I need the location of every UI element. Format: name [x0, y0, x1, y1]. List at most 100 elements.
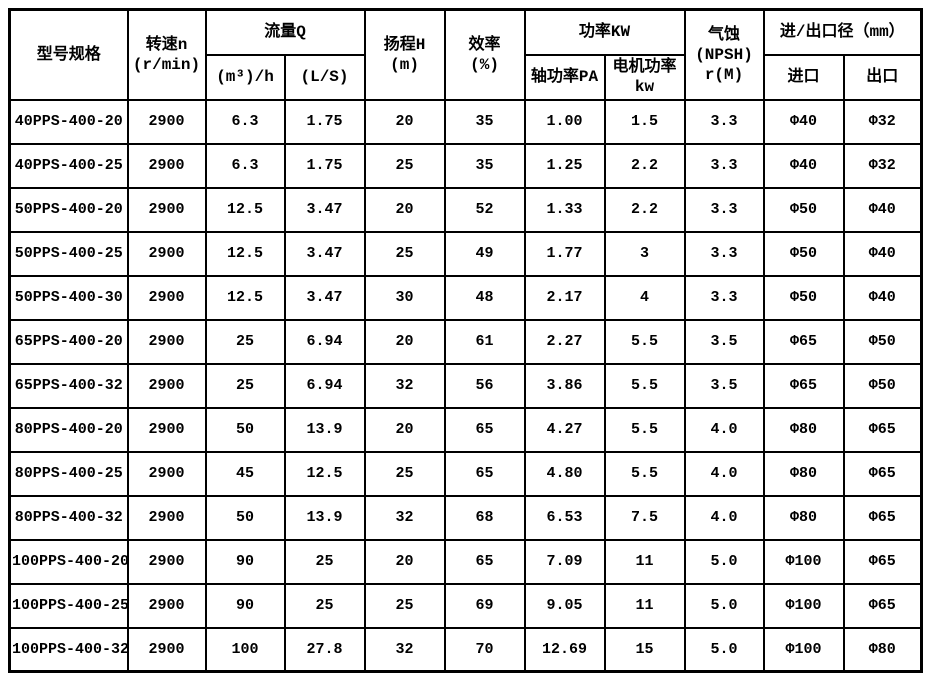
header-npsh-line1: 气蚀	[708, 25, 741, 44]
cell-model: 80PPS-400-25	[8, 450, 129, 497]
header-row-sub: (m³)/h (L/S) 轴功率PA 电机功率 kw 进口 出口	[10, 53, 923, 101]
cell-shaft-power: 1.00	[523, 98, 606, 145]
cell-flow-m3h: 90	[204, 538, 286, 585]
cell-npsh: 4.0	[683, 406, 765, 453]
cell-flow-ls: 25	[283, 582, 366, 629]
cell-inlet: Φ80	[762, 494, 845, 541]
cell-npsh: 3.3	[683, 186, 765, 233]
header-flow: 流量Q	[204, 8, 366, 56]
header-npsh: 气蚀 (NPSH) r(M)	[683, 8, 765, 101]
cell-speed: 2900	[126, 186, 207, 233]
table-row: 80PPS-400-25 2900 45 12.5 25 65 4.80 5.5 4.0 Φ80 Φ…	[8, 450, 923, 497]
header-flow-ls: (L/S)	[283, 53, 366, 101]
cell-flow-ls: 6.94	[283, 318, 366, 365]
header-power: 功率KW	[523, 8, 686, 56]
cell-efficiency: 70	[443, 626, 526, 673]
cell-model: 65PPS-400-20	[8, 318, 129, 365]
cell-motor-power: 1.5	[603, 98, 686, 145]
cell-flow-m3h: 90	[204, 582, 286, 629]
cell-npsh: 3.3	[683, 98, 765, 145]
table-row: 50PPS-400-20 2900 12.5 3.47 20 52 1.33 2.2 3.3 Φ5…	[8, 186, 923, 233]
cell-speed: 2900	[126, 318, 207, 365]
cell-motor-power: 2.2	[603, 142, 686, 189]
cell-flow-m3h: 50	[204, 406, 286, 453]
cell-inlet: Φ40	[762, 142, 845, 189]
cell-flow-m3h: 6.3	[204, 98, 286, 145]
cell-outlet: Φ65	[842, 450, 923, 497]
cell-head: 25	[363, 582, 446, 629]
cell-npsh: 3.5	[683, 318, 765, 365]
cell-efficiency: 65	[443, 406, 526, 453]
table-row: 100PPS-400-32 2900 100 27.8 32 70 12.69 15 5.0 Φ1…	[8, 626, 923, 673]
table-row: 80PPS-400-20 2900 50 13.9 20 65 4.27 5.5 4.0 Φ80 Φ…	[8, 406, 923, 453]
cell-speed: 2900	[126, 142, 207, 189]
cell-inlet: Φ65	[762, 362, 845, 409]
cell-motor-power: 3	[603, 230, 686, 277]
cell-motor-power: 5.5	[603, 318, 686, 365]
cell-efficiency: 49	[443, 230, 526, 277]
header-efficiency-label: 效率	[468, 35, 501, 54]
cell-motor-power: 2.2	[603, 186, 686, 233]
table-row: 65PPS-400-20 2900 25 6.94 20 61 2.27 5.5 3.5 Φ65 Φ…	[8, 318, 923, 365]
table-row: 40PPS-400-20 2900 6.3 1.75 20 35 1.00 1.5 3.3 Φ40…	[8, 98, 923, 145]
header-npsh-line3: r(M)	[704, 65, 744, 84]
header-shaft-power: 轴功率PA	[523, 53, 606, 101]
cell-speed: 2900	[126, 98, 207, 145]
cell-npsh: 5.0	[683, 538, 765, 585]
cell-shaft-power: 12.69	[523, 626, 606, 673]
header-motor-power-label: 电机功率	[612, 58, 677, 76]
cell-motor-power: 5.5	[603, 406, 686, 453]
cell-efficiency: 65	[443, 450, 526, 497]
cell-flow-ls: 1.75	[283, 142, 366, 189]
cell-outlet: Φ40	[842, 274, 923, 321]
cell-inlet: Φ50	[762, 274, 845, 321]
cell-flow-m3h: 45	[204, 450, 286, 497]
cell-head: 25	[363, 450, 446, 497]
cell-head: 20	[363, 406, 446, 453]
cell-model: 100PPS-400-32	[8, 626, 129, 673]
cell-speed: 2900	[126, 230, 207, 277]
cell-outlet: Φ32	[842, 98, 923, 145]
cell-outlet: Φ65	[842, 582, 923, 629]
table-row: 50PPS-400-25 2900 12.5 3.47 25 49 1.77 3 3.3 Φ50 Φ…	[8, 230, 923, 277]
cell-inlet: Φ100	[762, 538, 845, 585]
cell-npsh: 5.0	[683, 582, 765, 629]
cell-efficiency: 65	[443, 538, 526, 585]
cell-flow-m3h: 12.5	[204, 186, 286, 233]
cell-outlet: Φ80	[842, 626, 923, 673]
cell-npsh: 5.0	[683, 626, 765, 673]
cell-flow-ls: 6.94	[283, 362, 366, 409]
cell-outlet: Φ65	[842, 494, 923, 541]
cell-flow-ls: 27.8	[283, 626, 366, 673]
cell-model: 80PPS-400-32	[8, 494, 129, 541]
cell-flow-ls: 13.9	[283, 406, 366, 453]
header-motor-power: 电机功率 kw	[603, 53, 686, 101]
cell-flow-m3h: 6.3	[204, 142, 286, 189]
cell-head: 20	[363, 98, 446, 145]
cell-shaft-power: 7.09	[523, 538, 606, 585]
header-ports: 进/出口径（mm）	[762, 8, 923, 56]
cell-efficiency: 35	[443, 98, 526, 145]
cell-inlet: Φ100	[762, 626, 845, 673]
cell-motor-power: 15	[603, 626, 686, 673]
cell-head: 20	[363, 318, 446, 365]
cell-flow-m3h: 25	[204, 362, 286, 409]
cell-motor-power: 5.5	[603, 450, 686, 497]
header-outlet: 出口	[842, 53, 923, 101]
cell-shaft-power: 1.33	[523, 186, 606, 233]
cell-model: 100PPS-400-25	[8, 582, 129, 629]
cell-outlet: Φ32	[842, 142, 923, 189]
cell-inlet: Φ50	[762, 230, 845, 277]
cell-npsh: 3.3	[683, 230, 765, 277]
cell-shaft-power: 2.17	[523, 274, 606, 321]
cell-shaft-power: 6.53	[523, 494, 606, 541]
header-head-unit: (m)	[390, 55, 419, 74]
cell-npsh: 4.0	[683, 494, 765, 541]
cell-shaft-power: 1.77	[523, 230, 606, 277]
cell-flow-m3h: 25	[204, 318, 286, 365]
cell-model: 40PPS-400-25	[8, 142, 129, 189]
header-model-label: 型号规格	[36, 45, 101, 64]
cell-inlet: Φ100	[762, 582, 845, 629]
cell-npsh: 3.5	[683, 362, 765, 409]
cell-speed: 2900	[126, 538, 207, 585]
